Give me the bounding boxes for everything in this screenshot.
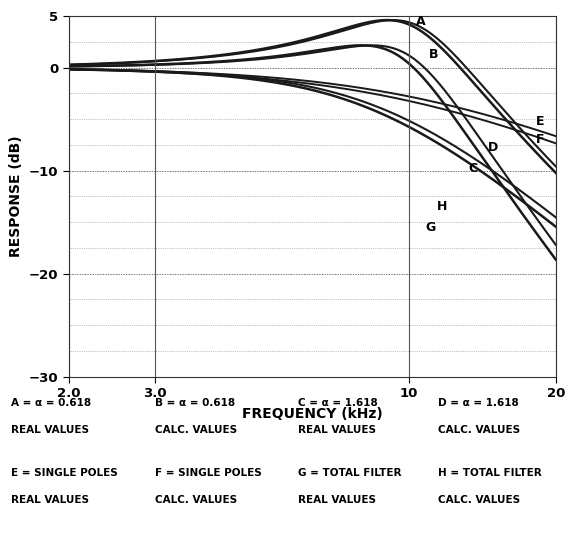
Text: H: H <box>437 200 448 213</box>
Text: A: A <box>415 15 425 28</box>
Text: CALC. VALUES: CALC. VALUES <box>438 495 520 505</box>
Text: E = SINGLE POLES: E = SINGLE POLES <box>11 468 118 478</box>
Text: REAL VALUES: REAL VALUES <box>298 425 376 435</box>
Text: G: G <box>426 221 435 234</box>
Text: C: C <box>468 162 477 175</box>
Text: CALC. VALUES: CALC. VALUES <box>155 425 237 435</box>
Text: C = α = 1.618: C = α = 1.618 <box>298 398 378 408</box>
Text: B = α = 0.618: B = α = 0.618 <box>155 398 235 408</box>
Text: CALC. VALUES: CALC. VALUES <box>155 495 237 505</box>
Y-axis label: RESPONSE (dB): RESPONSE (dB) <box>9 136 23 257</box>
Text: F: F <box>536 133 544 146</box>
Text: E: E <box>536 115 544 128</box>
Text: D: D <box>488 141 498 154</box>
Text: A = α = 0.618: A = α = 0.618 <box>11 398 92 408</box>
Text: G = TOTAL FILTER: G = TOTAL FILTER <box>298 468 402 478</box>
Text: REAL VALUES: REAL VALUES <box>298 495 376 505</box>
Text: REAL VALUES: REAL VALUES <box>11 495 89 505</box>
Text: H = TOTAL FILTER: H = TOTAL FILTER <box>438 468 542 478</box>
Text: B: B <box>429 48 439 61</box>
Text: D = α = 1.618: D = α = 1.618 <box>438 398 519 408</box>
X-axis label: FREQUENCY (kHz): FREQUENCY (kHz) <box>242 407 383 421</box>
Text: F = SINGLE POLES: F = SINGLE POLES <box>155 468 261 478</box>
Text: CALC. VALUES: CALC. VALUES <box>438 425 520 435</box>
Text: REAL VALUES: REAL VALUES <box>11 425 89 435</box>
